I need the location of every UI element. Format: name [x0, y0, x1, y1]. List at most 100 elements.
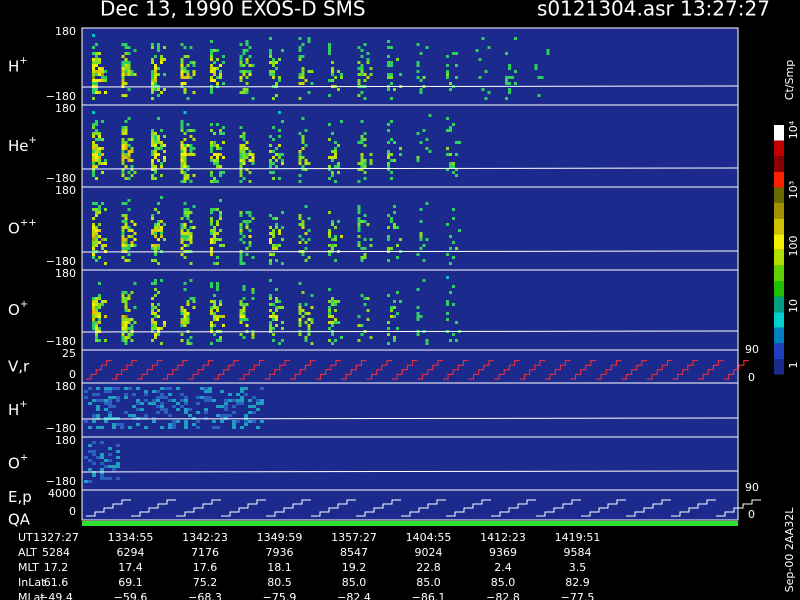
spectrogram-cell — [189, 211, 193, 214]
spectrogram-cell — [298, 37, 302, 40]
spectrogram-cell — [163, 135, 166, 138]
spectrogram-cell — [387, 76, 390, 79]
cell: 19.2 — [342, 561, 367, 574]
spectrogram-cell — [160, 58, 163, 61]
spectrogram-cell — [304, 168, 308, 171]
spectrogram-cell — [189, 262, 193, 265]
spectrogram-cell — [239, 309, 243, 312]
spectrogram-cell — [108, 459, 112, 462]
spectrogram-cell — [154, 253, 157, 256]
spectrogram-cell — [278, 229, 281, 232]
spectrogram-cell — [251, 288, 255, 291]
spectrogram-cell — [121, 235, 125, 238]
spectrogram-cell — [180, 312, 184, 315]
spectrogram-cell — [245, 168, 249, 171]
spectrogram-cell — [366, 318, 370, 321]
spectrogram-cell — [151, 312, 154, 315]
spectrogram-cell — [98, 159, 101, 162]
spectrogram-cell — [163, 46, 166, 49]
spectrogram-cell — [239, 211, 243, 214]
spectrogram-cell — [98, 61, 101, 64]
spectrogram-cell — [252, 396, 256, 399]
spectrogram-cell — [104, 208, 107, 211]
spectrogram-cell — [216, 223, 219, 226]
spectrogram-cell — [133, 306, 137, 309]
spectrogram-cell — [124, 214, 128, 217]
spectrogram-cell — [242, 52, 246, 55]
spectrogram-cell — [213, 153, 216, 156]
spectrogram-cell — [132, 405, 136, 408]
spectrogram-cell — [100, 471, 104, 474]
spectrogram-cell — [157, 202, 160, 205]
spectrogram-cell — [154, 232, 157, 235]
spectrogram-cell — [151, 324, 154, 327]
spectrogram-cell — [183, 88, 187, 91]
spectrogram-cell — [160, 147, 163, 150]
spectrogram-cell — [328, 232, 331, 235]
spectrogram-cell — [108, 396, 112, 399]
spectrogram-cell — [180, 159, 184, 162]
spectrogram-cell — [180, 247, 184, 250]
spectrogram-cell — [275, 300, 278, 303]
spectrogram-cell — [487, 91, 491, 94]
spectrogram-cell — [360, 67, 364, 70]
spectrogram-cell — [239, 253, 243, 256]
y-tick-label: −180 — [46, 475, 76, 488]
spectrogram-cell — [245, 58, 249, 61]
spectrogram-cell — [154, 156, 157, 159]
spectrogram-cell — [455, 141, 458, 144]
spectrogram-cell — [328, 327, 331, 330]
spectrogram-cell — [121, 336, 125, 339]
spectrogram-cell — [121, 214, 125, 217]
spectrogram-cell — [272, 247, 275, 250]
spectrogram-cell — [455, 247, 458, 250]
spectrogram-cell — [180, 168, 184, 171]
spectrogram-cell — [186, 217, 190, 220]
spectrogram-cell — [357, 220, 361, 223]
spectrogram-cell — [252, 411, 256, 414]
spectrogram-cell — [301, 253, 305, 256]
spectrogram-cell — [360, 324, 364, 327]
spectrogram-cell — [248, 220, 252, 223]
spectrogram-cell — [210, 208, 213, 211]
spectrogram-cell — [151, 144, 154, 147]
spectrogram-cell — [251, 256, 255, 259]
spectrogram-cell — [337, 70, 340, 73]
spectrogram-cell — [124, 342, 128, 345]
spectrogram-cell — [157, 303, 160, 306]
spectrogram-cell — [281, 153, 284, 156]
spectrogram-cell — [210, 309, 213, 312]
spectrogram-cell — [449, 126, 452, 129]
spectrogram-cell — [151, 232, 154, 235]
y-tick-label: 0 — [69, 368, 76, 381]
spectrogram-cell — [160, 174, 163, 177]
panel-bg — [81, 27, 739, 106]
spectrogram-cell — [419, 88, 423, 91]
spectrogram-cell — [192, 300, 196, 303]
spectrogram-cell — [154, 312, 157, 315]
spectrogram-cell — [334, 339, 337, 342]
spectrogram-cell — [278, 144, 281, 147]
spectrogram-cell — [210, 342, 213, 345]
spectrogram-cell — [390, 177, 393, 180]
colorbar-cell — [774, 234, 784, 250]
spectrogram-cell — [242, 153, 246, 156]
spectrogram-cell — [360, 259, 364, 262]
spectrogram-cell — [216, 67, 219, 70]
spectrogram-cell — [154, 226, 157, 229]
spectrogram-cell — [514, 82, 517, 85]
spectrogram-cell — [92, 453, 96, 456]
spectrogram-cell — [124, 67, 128, 70]
spectrogram-cell — [189, 46, 193, 49]
spectrogram-cell — [92, 150, 95, 153]
spectrogram-cell — [419, 91, 423, 94]
spectrogram-cell — [328, 288, 331, 291]
spectrogram-cell — [422, 279, 426, 282]
spectrogram-cell — [180, 232, 184, 235]
spectrogram-cell — [100, 474, 104, 477]
colorbar-cell — [774, 171, 784, 188]
spectrogram-cell — [251, 217, 255, 220]
spectrogram-cell — [239, 156, 243, 159]
spectrogram-cell — [156, 390, 160, 393]
spectrogram-cell — [92, 171, 95, 174]
